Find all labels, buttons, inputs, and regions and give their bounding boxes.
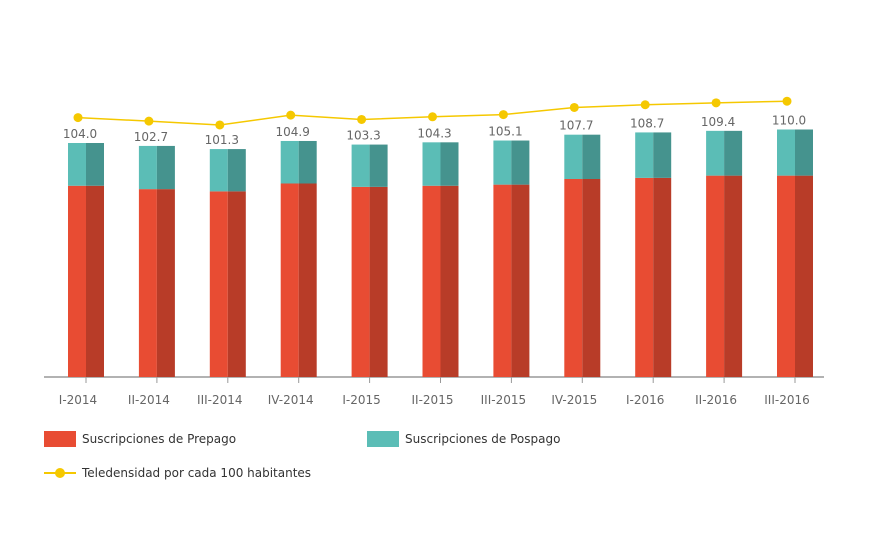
- teledensidad-point-III-2016: [782, 96, 792, 106]
- bar-prepago-IV-2015: [564, 179, 583, 377]
- legend-item-prepago[interactable]: Suscripciones de Prepago: [44, 431, 236, 447]
- bar-pospago-I-2016: [635, 132, 654, 178]
- legend-label-prepago: Suscripciones de Prepago: [82, 432, 237, 446]
- bar-prepago-IV-2014: [280, 183, 299, 377]
- teledensidad-point-II-2016: [711, 98, 721, 108]
- bar-prepago-side-III-2015: [511, 184, 530, 377]
- bar-pospago-IV-2014: [280, 140, 299, 184]
- x-tick-label-IV-2014: IV-2014: [268, 393, 314, 407]
- bar-pospago-side-II-2014: [156, 145, 175, 190]
- bar-pospago-side-I-2015: [369, 144, 388, 187]
- bar-pospago-side-IV-2015: [582, 134, 601, 179]
- bar-prepago-I-2015: [351, 186, 370, 377]
- bar-pospago-side-II-2015: [440, 142, 459, 186]
- bar-pospago-II-2016: [706, 130, 725, 176]
- bar-prepago-side-II-2016: [724, 175, 743, 377]
- legend-label-teledensidad: Teledensidad por cada 100 habitantes: [82, 466, 312, 480]
- teledensidad-point-III-2015: [498, 110, 508, 120]
- bar-prepago-I-2014: [68, 185, 86, 377]
- teledensidad-point-IV-2014: [286, 110, 296, 120]
- teledensidad-point-II-2014: [144, 116, 154, 126]
- bar-pospago-side-III-2016: [795, 129, 813, 176]
- bar-prepago-III-2015: [493, 184, 512, 377]
- bar-pospago-IV-2015: [564, 134, 583, 179]
- bar-prepago-I-2016: [635, 177, 654, 377]
- x-tick-label-I-2014: I-2014: [59, 393, 97, 407]
- x-tick-label-III-2014: III-2014: [197, 393, 243, 407]
- bar-pospago-I-2015: [351, 144, 370, 187]
- x-tick-label-III-2016: III-2016: [764, 393, 810, 407]
- bar-prepago-III-2014: [209, 191, 228, 377]
- data-label-II-2015: 104.3: [417, 126, 451, 140]
- bar-pospago-side-I-2016: [653, 132, 672, 178]
- bar-pospago-II-2015: [422, 142, 441, 186]
- teledensidad-point-I-2016: [640, 100, 650, 110]
- bar-prepago-side-I-2016: [653, 177, 672, 377]
- x-tick-label-I-2015: I-2015: [342, 393, 380, 407]
- bar-prepago-side-IV-2015: [582, 179, 601, 377]
- x-tick-label-II-2016: II-2016: [695, 393, 737, 407]
- bar-pospago-side-III-2015: [511, 140, 530, 185]
- data-label-III-2015: 105.1: [488, 125, 522, 139]
- legend-swatch-teledensidad: [44, 467, 76, 479]
- bar-pospago-side-II-2016: [724, 130, 743, 176]
- x-tick-label-I-2016: I-2016: [626, 393, 664, 407]
- bar-prepago-side-I-2015: [369, 186, 388, 377]
- bar-prepago-side-III-2016: [795, 175, 813, 377]
- bar-prepago-side-I-2014: [86, 185, 104, 377]
- bar-prepago-side-IV-2014: [298, 183, 317, 377]
- bar-pospago-III-2014: [209, 149, 228, 192]
- teledensidad-point-IV-2015: [569, 102, 579, 112]
- data-label-II-2016: 109.4: [701, 115, 735, 129]
- legend-swatch-prepago: [44, 431, 76, 447]
- teledensidad-point-I-2014: [73, 113, 83, 123]
- legend-swatch-pospago: [367, 431, 399, 447]
- bar-pospago-III-2016: [777, 129, 795, 176]
- bar-prepago-side-II-2014: [156, 189, 175, 377]
- legend-item-teledensidad[interactable]: Teledensidad por cada 100 habitantes: [44, 466, 311, 480]
- data-label-III-2016: 110.0: [772, 114, 806, 128]
- data-label-IV-2014: 104.9: [276, 125, 310, 139]
- bar-prepago-III-2016: [777, 175, 795, 377]
- data-label-III-2014: 101.3: [205, 133, 239, 147]
- bar-prepago-II-2016: [706, 175, 725, 377]
- x-tick-label-II-2014: II-2014: [128, 393, 170, 407]
- data-label-I-2016: 108.7: [630, 116, 664, 130]
- bar-pospago-I-2014: [68, 143, 86, 186]
- data-label-IV-2015: 107.7: [559, 119, 593, 133]
- data-label-I-2014: 104.0: [63, 127, 97, 141]
- x-tick-label-II-2015: II-2015: [412, 393, 454, 407]
- bar-prepago-II-2015: [422, 185, 441, 377]
- teledensidad-point-III-2014: [215, 120, 225, 130]
- x-tick-label-III-2015: III-2015: [481, 393, 527, 407]
- bar-pospago-side-I-2014: [86, 143, 104, 186]
- bar-pospago-side-IV-2014: [298, 140, 317, 184]
- legend-item-pospago[interactable]: Suscripciones de Pospago: [367, 431, 560, 447]
- data-label-II-2014: 102.7: [134, 130, 168, 144]
- x-tick-label-IV-2015: IV-2015: [551, 393, 597, 407]
- teledensidad-point-I-2015: [357, 114, 367, 124]
- teledensidad-point-II-2015: [428, 112, 437, 122]
- bar-prepago-II-2014: [138, 189, 157, 377]
- bar-prepago-side-II-2015: [440, 185, 459, 377]
- bar-pospago-III-2015: [493, 140, 512, 185]
- bar-pospago-side-III-2014: [227, 149, 246, 192]
- bar-pospago-II-2014: [138, 145, 157, 190]
- data-label-I-2015: 103.3: [346, 129, 380, 143]
- bar-prepago-side-III-2014: [227, 191, 246, 377]
- legend-label-pospago: Suscripciones de Pospago: [405, 432, 561, 446]
